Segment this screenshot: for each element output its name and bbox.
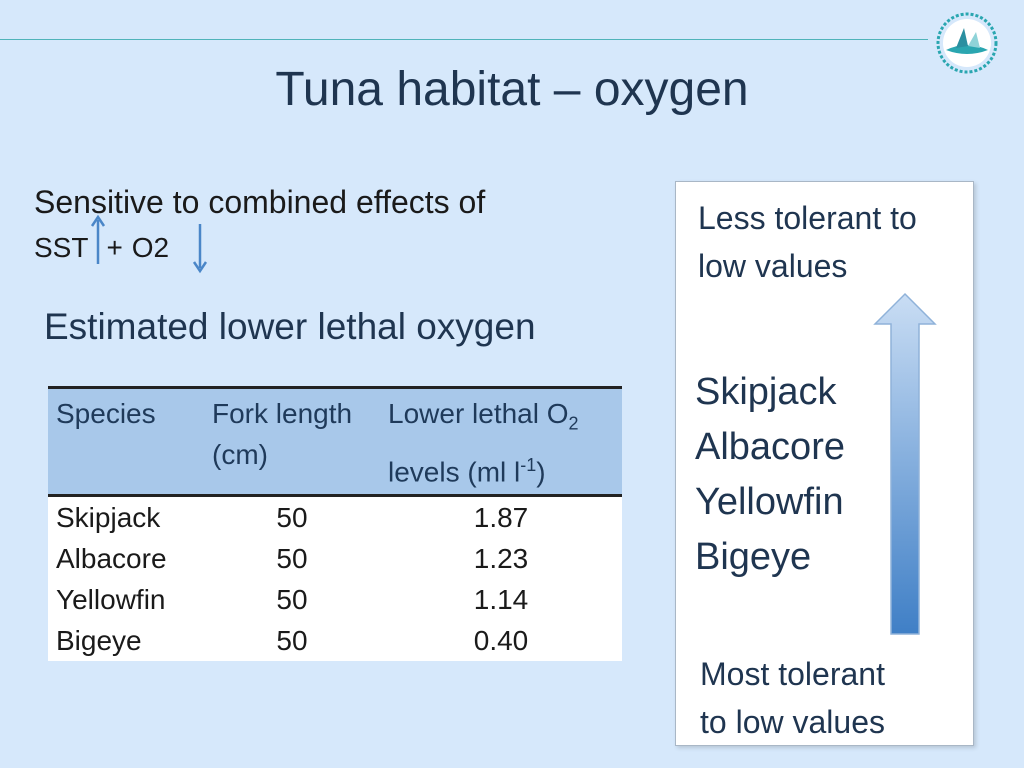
table-caption: Estimated lower lethal oxygen [44, 306, 536, 348]
header-species: Species [48, 388, 204, 496]
cell-lethal-o2: 1.87 [380, 495, 622, 538]
tolerance-panel: Less tolerant to low values Skipjack Alb… [675, 181, 974, 746]
list-item: Bigeye [695, 530, 845, 585]
header-lower-lethal: Lower lethal O2 levels (ml l-1) [380, 388, 622, 496]
list-item: Albacore [695, 420, 845, 475]
cell-species: Bigeye [48, 620, 204, 661]
o2-label: O2 [132, 232, 169, 263]
intro-text: Sensitive to combined effects of SST + O… [34, 180, 485, 270]
lethal-oxygen-table: Species Fork length (cm) Lower lethal O2 l… [48, 386, 622, 661]
sst-label: SST [34, 232, 88, 263]
less-tolerant-label: Less tolerant to low values [698, 194, 917, 290]
cell-lethal-o2: 1.23 [380, 538, 622, 579]
most-tolerant-label: Most tolerant to low values [700, 650, 885, 746]
cell-fork-length: 50 [204, 620, 380, 661]
table-header-row: Species Fork length (cm) Lower lethal O2 l… [48, 388, 622, 496]
table-row: Skipjack 50 1.87 [48, 495, 622, 538]
cell-fork-length: 50 [204, 495, 380, 538]
tolerance-species-list: Skipjack Albacore Yellowfin Bigeye [695, 365, 845, 585]
cell-species: Yellowfin [48, 579, 204, 620]
cell-species: Albacore [48, 538, 204, 579]
arrow-down-icon [192, 222, 208, 274]
header-fork-length: Fork length (cm) [204, 388, 380, 496]
table-row: Yellowfin 50 1.14 [48, 579, 622, 620]
arrow-up-icon [90, 214, 106, 266]
intro-line2: SST + O2 [34, 224, 485, 270]
cell-species: Skipjack [48, 495, 204, 538]
table-row: Albacore 50 1.23 [48, 538, 622, 579]
top-divider-line [0, 39, 928, 40]
plus-sign: + [106, 232, 122, 263]
list-item: Yellowfin [695, 475, 845, 530]
tolerance-gradient-arrow-icon [873, 292, 937, 636]
cell-lethal-o2: 0.40 [380, 620, 622, 661]
cell-lethal-o2: 1.14 [380, 579, 622, 620]
cell-fork-length: 50 [204, 538, 380, 579]
page-title: Tuna habitat – oxygen [0, 62, 1024, 117]
cell-fork-length: 50 [204, 579, 380, 620]
list-item: Skipjack [695, 365, 845, 420]
table-row: Bigeye 50 0.40 [48, 620, 622, 661]
